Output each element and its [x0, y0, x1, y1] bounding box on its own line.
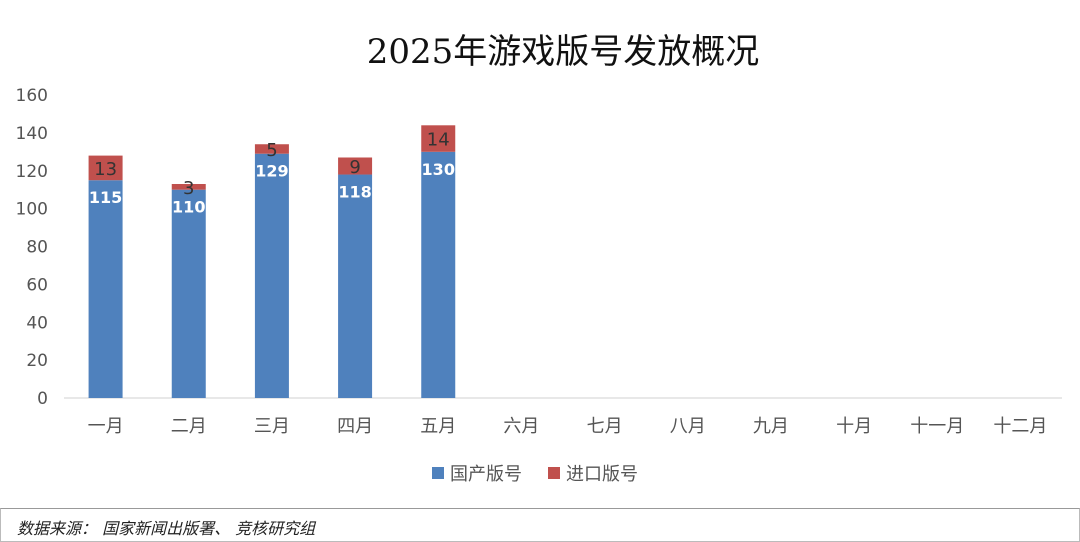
x-tick-label: 五月 [420, 416, 456, 437]
y-axis: 0 20 40 60 80 100 120 140 160 [16, 86, 48, 409]
x-tick-label: 六月 [503, 416, 539, 437]
data-label-domestic: 129 [255, 162, 288, 181]
x-tick-label: 二月 [171, 416, 207, 437]
x-tick-label: 八月 [670, 416, 706, 437]
bar-domestic [254, 153, 289, 398]
x-tick-label: 七月 [587, 416, 623, 437]
data-label-domestic: 130 [422, 160, 455, 179]
source-footer: 数据来源： 国家新闻出版署、 竞核研究组 [0, 508, 1080, 542]
bar-domestic [88, 180, 123, 398]
y-tick-label: 100 [16, 200, 48, 220]
legend: 国产版号 进口版号 [432, 464, 638, 485]
data-label-import: 14 [427, 130, 450, 151]
x-tick-label: 一月 [88, 416, 124, 437]
bar-import [88, 155, 123, 181]
legend-label: 国产版号 [450, 464, 522, 485]
bar-import [338, 157, 373, 175]
y-tick-label: 40 [26, 313, 48, 333]
x-tick-label: 四月 [337, 416, 373, 437]
legend-swatch [432, 467, 444, 479]
source-text: 数据来源： 国家新闻出版署、 竞核研究组 [17, 519, 316, 538]
data-label-import: 9 [349, 157, 360, 178]
data-label-import: 3 [183, 178, 194, 199]
bar-domestic [338, 174, 373, 398]
y-tick-label: 80 [26, 238, 48, 258]
x-tick-label: 十一月 [910, 416, 964, 437]
x-tick-label: 三月 [254, 416, 290, 437]
data-label-import: 5 [266, 140, 277, 161]
y-tick-label: 120 [16, 162, 48, 182]
x-axis: 一月 二月 三月 四月 五月 六月 七月 八月 九月 十月 十一月 十二月 [88, 416, 1048, 437]
bar-domestic [421, 151, 456, 398]
data-label-domestic: 110 [172, 198, 205, 217]
y-tick-label: 0 [37, 389, 48, 409]
y-tick-label: 20 [26, 351, 48, 371]
data-label-domestic: 118 [338, 183, 371, 202]
bar-import [421, 125, 456, 152]
x-tick-label: 十月 [836, 416, 872, 437]
x-tick-label: 十二月 [993, 416, 1047, 437]
bar-domestic [171, 189, 206, 398]
bar-import [254, 144, 289, 154]
y-tick-label: 60 [26, 275, 48, 295]
legend-label: 进口版号 [566, 464, 638, 485]
bar-import [171, 184, 206, 190]
data-label-domestic: 115 [89, 188, 122, 207]
y-tick-label: 140 [16, 124, 48, 144]
chart-title: 2025年游戏版号发放概况 [367, 32, 760, 72]
data-label-import: 13 [94, 159, 117, 180]
legend-swatch [548, 467, 560, 479]
y-tick-label: 160 [16, 86, 48, 106]
x-tick-label: 九月 [753, 416, 789, 437]
